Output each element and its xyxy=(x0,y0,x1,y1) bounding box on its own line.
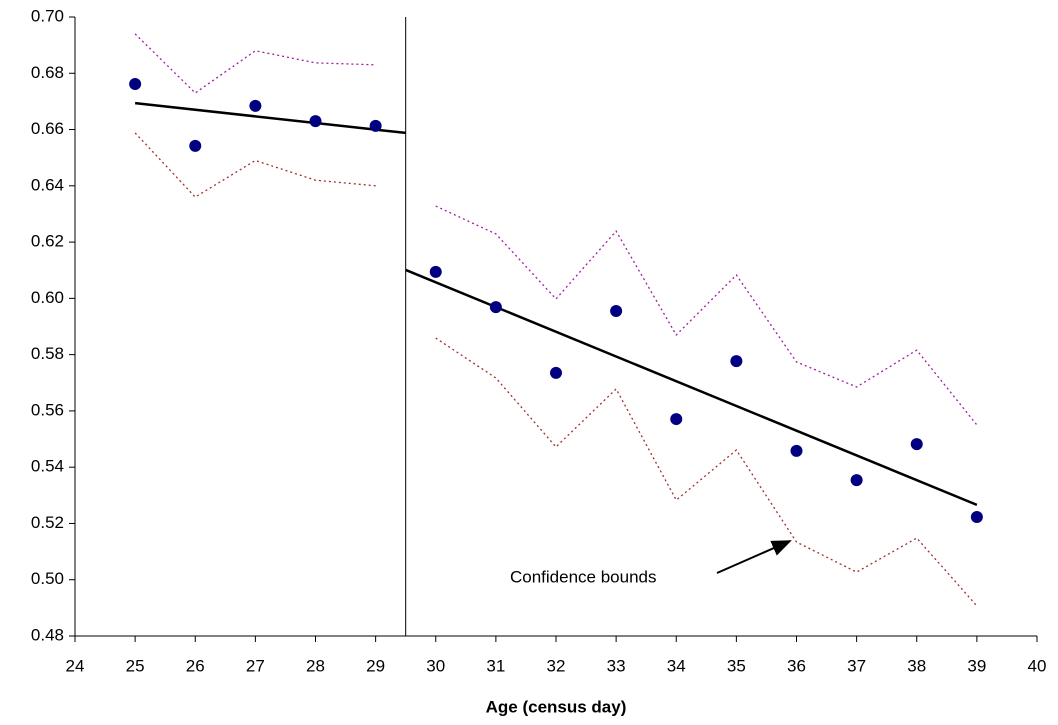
confidence-bound xyxy=(134,132,376,198)
fit-line xyxy=(134,101,406,135)
y-tick-label: 0.68 xyxy=(31,63,64,82)
data-point xyxy=(189,139,202,152)
x-tick-label: 27 xyxy=(246,656,265,675)
x-tick-label: 31 xyxy=(486,656,505,675)
data-point xyxy=(970,510,983,523)
x-tick-label: 33 xyxy=(607,656,626,675)
x-tick-label: 34 xyxy=(667,656,686,675)
y-tick-label: 0.60 xyxy=(31,288,64,307)
y-tick-label: 0.66 xyxy=(31,119,64,138)
data-point xyxy=(129,77,142,90)
x-tick-label: 37 xyxy=(847,656,866,675)
x-tick-label: 26 xyxy=(186,656,205,675)
x-tick-label: 32 xyxy=(547,656,566,675)
y-tick-label: 0.70 xyxy=(31,6,64,25)
y-tick-label: 0.54 xyxy=(31,457,64,476)
data-point xyxy=(550,366,562,379)
x-tick-label: 35 xyxy=(727,656,746,675)
data-point xyxy=(249,99,262,112)
x-tick-label: 28 xyxy=(306,656,325,675)
data-point xyxy=(910,438,923,451)
data-point xyxy=(610,305,623,318)
x-tick-label: 39 xyxy=(967,656,986,675)
y-tick-label: 0.62 xyxy=(31,232,64,251)
data-point xyxy=(790,444,803,457)
annotation: Confidence bounds xyxy=(510,567,657,586)
y-tick-label: 0.58 xyxy=(31,344,64,363)
x-tick-label: 38 xyxy=(907,656,926,675)
y-tick-label: 0.52 xyxy=(31,513,64,532)
data-point xyxy=(850,474,863,487)
annotation-arrow xyxy=(716,540,792,574)
y-tick-label: 0.50 xyxy=(31,569,64,588)
data-point xyxy=(309,115,322,128)
x-tick-label: 40 xyxy=(1028,656,1047,675)
y-tick-label: 0.56 xyxy=(31,400,64,419)
x-tick-label: 30 xyxy=(426,656,445,675)
data-point xyxy=(670,413,683,426)
confidence-bound xyxy=(435,205,978,426)
confidence-bound xyxy=(134,33,376,94)
data-point xyxy=(489,301,502,314)
x-tick-label: 25 xyxy=(126,656,145,675)
x-tick-label: 36 xyxy=(787,656,806,675)
data-point xyxy=(730,355,743,368)
x-axis-label: Age (census day) xyxy=(486,697,627,716)
data-point xyxy=(429,265,442,278)
y-tick-label: 0.48 xyxy=(31,625,64,644)
y-tick-label: 0.64 xyxy=(31,175,64,194)
data-point xyxy=(369,119,382,132)
x-tick-label: 24 xyxy=(66,656,85,675)
x-tick-label: 29 xyxy=(366,656,385,675)
